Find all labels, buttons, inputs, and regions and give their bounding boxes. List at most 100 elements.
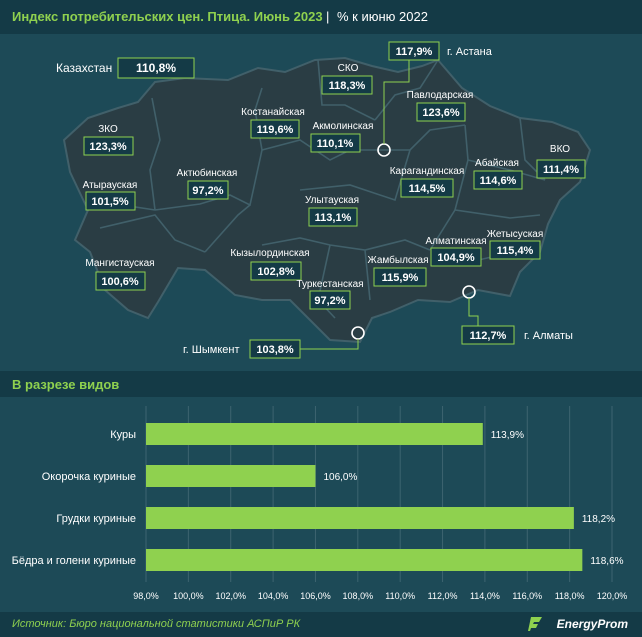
svg-text:Алматинская: Алматинская — [426, 236, 487, 247]
map-label-pavlodar: Павлодарская 123,6% — [407, 90, 474, 122]
page-title: Индекс потребительских цен. Птица. Июнь … — [12, 9, 323, 24]
svg-text:Жамбылская: Жамбылская — [368, 254, 429, 266]
x-tick-label: 100,0% — [173, 591, 204, 601]
svg-text:119,6%: 119,6% — [257, 124, 294, 136]
map-label-zko: ЗКО 123,3% — [83, 124, 134, 156]
svg-text:103,8%: 103,8% — [256, 344, 294, 356]
section-header: В разрезе видов — [0, 371, 642, 397]
svg-text:г. Шымкент: г. Шымкент — [183, 344, 240, 356]
category-label: Грудки куриные — [56, 513, 136, 525]
map-label-kazakhstan: Казахстан 110,8% — [56, 57, 195, 79]
x-tick-label: 116,0% — [512, 591, 542, 601]
x-tick-label: 110,0% — [385, 591, 415, 601]
bar — [146, 465, 316, 487]
svg-text:Карагандинская: Карагандинская — [390, 166, 465, 177]
energyprom-logo-icon — [528, 617, 542, 631]
svg-text:Мангистауская: Мангистауская — [85, 258, 154, 269]
map-label-vko: ВКО 111,4% — [536, 144, 586, 179]
map-label-akmola: Акмолинская 110,1% — [310, 121, 374, 153]
svg-text:104,9%: 104,9% — [437, 252, 475, 264]
kazakhstan-map: Казахстан 110,8% ЗКО 123,3% Атырауская 1… — [56, 41, 592, 359]
map-label-atyrau: Атырауская 101,5% — [83, 180, 138, 211]
svg-text:Атырауская: Атырауская — [83, 180, 138, 191]
map-label-almaty-city: 112,7% г. Алматы — [461, 325, 573, 345]
svg-text:115,9%: 115,9% — [382, 272, 419, 284]
svg-text:110,1%: 110,1% — [317, 138, 354, 150]
svg-text:123,3%: 123,3% — [89, 141, 127, 153]
value-label: 106,0% — [323, 472, 357, 483]
map-label-ulytau: Улытауская 113,1% — [305, 195, 359, 227]
svg-text:СКО: СКО — [338, 63, 359, 74]
svg-text:97,2%: 97,2% — [314, 295, 345, 307]
x-tick-label: 120,0% — [597, 591, 628, 601]
map-label-kostanay: Костанайская 119,6% — [241, 107, 305, 139]
title-separator: | — [326, 9, 330, 24]
header: Индекс потребительских цен. Птица. Июнь … — [0, 0, 642, 34]
bar — [146, 507, 574, 529]
svg-text:Туркестанская: Туркестанская — [296, 279, 363, 290]
svg-text:111,4%: 111,4% — [543, 164, 579, 176]
svg-text:117,9%: 117,9% — [396, 46, 433, 58]
x-tick-label: 114,0% — [470, 591, 500, 601]
map-label-aktobe: Актюбинская 97,2% — [177, 167, 238, 200]
svg-text:110,8%: 110,8% — [136, 61, 176, 75]
svg-text:115,4%: 115,4% — [497, 245, 534, 257]
map-region-borders — [89, 59, 546, 319]
svg-text:Павлодарская: Павлодарская — [407, 90, 474, 101]
map-label-kyzylorda: Кызылординская 102,8% — [230, 248, 310, 281]
city-marker-shymkent — [299, 326, 365, 350]
footer: Источник: Бюро национальной статистики А… — [0, 612, 642, 637]
svg-text:114,5%: 114,5% — [409, 183, 446, 195]
category-label: Бёдра и голени куриные — [12, 555, 136, 567]
bar — [146, 423, 483, 445]
map-label-astana: 117,9% г. Астана — [388, 41, 493, 61]
svg-text:101,5%: 101,5% — [91, 196, 129, 208]
svg-text:Кызылординская: Кызылординская — [230, 248, 309, 259]
svg-text:102,8%: 102,8% — [257, 266, 295, 278]
x-tick-label: 112,0% — [428, 591, 458, 601]
svg-text:ЗКО: ЗКО — [98, 124, 118, 135]
svg-text:123,6%: 123,6% — [422, 107, 460, 119]
map-country-shape — [62, 56, 592, 344]
svg-text:Абайская: Абайская — [475, 157, 519, 169]
svg-text:Актюбинская: Актюбинская — [177, 167, 238, 179]
svg-text:113,1%: 113,1% — [315, 212, 352, 224]
x-tick-label: 118,0% — [555, 591, 585, 601]
logo-text: EnergyProm — [556, 617, 628, 631]
section-title: В разрезе видов — [12, 377, 120, 392]
map-label-abay: Абайская 114,6% — [473, 157, 523, 190]
value-label: 118,6% — [590, 556, 623, 567]
x-tick-label: 98,0% — [133, 591, 159, 601]
chart-x-ticks: 98,0% 100,0% 102,0% 104,0% 106,0% 108,0% 110,0… — [133, 591, 627, 601]
svg-text:112,7%: 112,7% — [470, 330, 507, 342]
svg-text:Акмолинская: Акмолинская — [313, 121, 374, 132]
source-note: Источник: Бюро национальной статистики А… — [12, 618, 301, 630]
x-tick-label: 104,0% — [258, 591, 289, 601]
map-label-zhambyl: Жамбылская 115,9% — [368, 254, 429, 287]
svg-text:г. Алматы: г. Алматы — [524, 330, 573, 342]
bar — [146, 549, 583, 571]
value-label: 118,2% — [582, 514, 615, 525]
svg-text:97,2%: 97,2% — [192, 185, 223, 197]
map-label-zhetysu: Жетысуская 115,4% — [487, 229, 544, 260]
map-label-shymkent: г. Шымкент 103,8% — [183, 339, 301, 359]
chart-bars: Куры 113,9% Окорочка куриные 106,0% Грудки к… — [12, 423, 624, 571]
value-label: 113,9% — [491, 430, 524, 441]
city-marker-almaty — [462, 285, 479, 326]
svg-text:Улытауская: Улытауская — [305, 195, 359, 206]
svg-text:Костанайская: Костанайская — [241, 107, 305, 118]
city-marker-astana — [377, 60, 410, 157]
map-label-karaganda: Карагандинская 114,5% — [390, 166, 465, 198]
svg-text:г. Астана: г. Астана — [447, 46, 493, 58]
map-label-almaty-region: Алматинская 104,9% — [426, 236, 487, 267]
map-label-sko: СКО 118,3% — [321, 63, 373, 95]
x-tick-label: 106,0% — [300, 591, 331, 601]
x-tick-label: 102,0% — [215, 591, 246, 601]
x-tick-label: 108,0% — [343, 591, 374, 601]
svg-text:114,6%: 114,6% — [480, 175, 517, 187]
map-label-mangistau: Мангистауская 100,6% — [85, 258, 155, 291]
svg-text:ВКО: ВКО — [550, 144, 570, 155]
category-label: Куры — [110, 429, 136, 441]
svg-text:Жетысуская: Жетысуская — [487, 229, 544, 240]
map-label-turkestan: Туркестанская 97,2% — [296, 279, 364, 310]
